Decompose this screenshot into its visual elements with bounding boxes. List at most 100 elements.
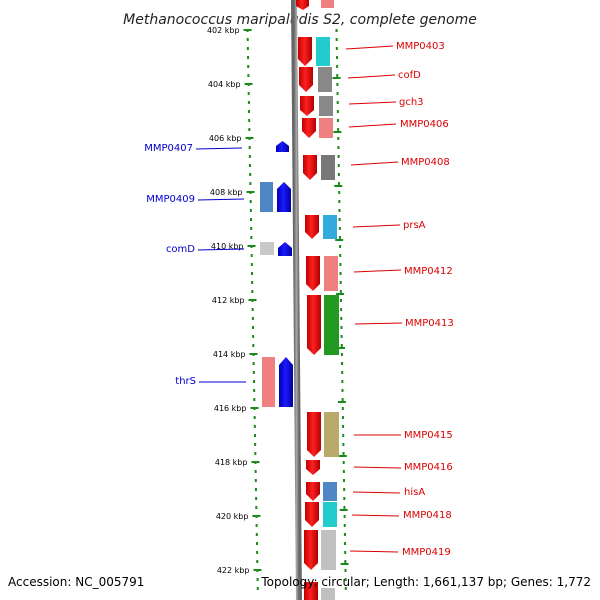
cog-box-bottom (321, 588, 335, 600)
gene-arrow-mmp0403[interactable] (298, 37, 312, 66)
gene-arrow-gch3[interactable] (300, 96, 314, 116)
right-minor-tick (336, 74, 339, 77)
gene-arrow-mmp0418[interactable] (305, 502, 319, 527)
right-minor-tick (341, 371, 344, 374)
right-minor-tick (339, 263, 342, 266)
right-minor-tick (337, 128, 340, 131)
label-hisa[interactable]: hisA (404, 487, 425, 498)
right-minor-tick (338, 218, 341, 221)
label-mmp0409[interactable]: MMP0409 (146, 194, 195, 205)
ruler-minor-tick (254, 452, 257, 455)
ruler-label: 418 kbp (215, 458, 248, 467)
ruler-minor-tick (253, 425, 256, 428)
ruler-minor-tick (250, 227, 253, 230)
ruler-minor-tick (251, 272, 254, 275)
ruler-minor-tick (252, 362, 255, 365)
cog-box-mmp0415 (324, 412, 339, 457)
label-mmp0407[interactable]: MMP0407 (144, 143, 193, 154)
right-minor-tick (338, 200, 341, 203)
right-minor-tick (336, 110, 339, 113)
gene-arrow-mmp0419[interactable] (304, 530, 318, 570)
gene-arrow-mmp0416[interactable] (306, 460, 320, 475)
ruler-label: 422 kbp (217, 566, 250, 575)
cog-box-mmp0409 (260, 182, 273, 212)
label-mmp0412[interactable]: MMP0412 (404, 266, 453, 277)
label-comd[interactable]: comD (166, 244, 195, 255)
leader-mmp0419 (349, 550, 399, 553)
label-mmp0406[interactable]: MMP0406 (400, 119, 449, 130)
right-minor-tick (343, 524, 346, 527)
right-minor-tick (341, 362, 344, 365)
label-thrs[interactable]: thrS (175, 376, 196, 387)
forward-labels: MMP0403 cofD gch3 MMP0406 MMP0408 prsA M… (345, 41, 454, 558)
cog-box-mmp0418 (323, 502, 337, 527)
leader-mmp0413 (354, 322, 403, 325)
right-minor-tick (342, 461, 345, 464)
label-mmp0418[interactable]: MMP0418 (403, 510, 452, 521)
ruler-minor-tick (253, 398, 256, 401)
ruler-minor-tick (252, 380, 255, 383)
ruler-minor-tick (249, 173, 252, 176)
gene-arrow-thrs[interactable] (279, 357, 293, 407)
right-minor-tick (339, 272, 342, 275)
gene-arrow-mmp0415[interactable] (307, 412, 321, 457)
gene-arrow-mmp0408[interactable] (303, 155, 317, 180)
ruler-minor-tick (252, 371, 255, 374)
right-minor-tick (341, 407, 344, 410)
ruler-minor-tick (255, 533, 258, 536)
label-mmp0413[interactable]: MMP0413 (405, 318, 454, 329)
right-minor-tick (335, 38, 338, 41)
gene-arrow-mmp0413[interactable] (307, 295, 321, 355)
right-minor-tick (344, 551, 347, 554)
topology-text: Topology: circular; Length: 1,661,137 bp… (260, 575, 591, 589)
ruler-minor-tick (247, 65, 250, 68)
gene-arrow-mmp0409[interactable] (277, 182, 291, 212)
right-minor-tick (339, 290, 342, 293)
cog-box-comd (260, 242, 274, 255)
right-minor-tick (338, 182, 341, 185)
leader-mmp0408 (350, 161, 399, 166)
gene-arrow-mmp0407[interactable] (276, 141, 289, 152)
right-minor-tick (344, 569, 347, 572)
right-minor-tick (339, 281, 342, 284)
gene-arrow-bottom[interactable] (304, 582, 318, 600)
right-minor-tick (336, 92, 339, 95)
ruler-label: 414 kbp (213, 350, 246, 359)
right-minor-tick (337, 119, 339, 122)
gene-arrow-comd[interactable] (278, 242, 292, 256)
right-minor-tick (343, 515, 346, 518)
ruler-minor-tick (247, 101, 250, 104)
gene-arrow-cofd[interactable] (299, 67, 313, 92)
label-mmp0408[interactable]: MMP0408 (401, 157, 450, 168)
right-minor-tick (335, 56, 338, 59)
ruler-minor-tick (256, 551, 259, 554)
label-mmp0416[interactable]: MMP0416 (404, 462, 453, 473)
ruler-label: 410 kbp (211, 242, 244, 251)
right-minor-tick (335, 47, 338, 50)
ruler-minor-tick (246, 38, 249, 41)
leader-mmp0403 (345, 45, 394, 50)
right-minor-tick (336, 83, 339, 86)
ruler-minor-tick (254, 443, 257, 446)
leader-mmp0418 (351, 514, 400, 517)
ruler-minor-tick (256, 587, 259, 590)
label-mmp0419[interactable]: MMP0419 (402, 547, 451, 558)
right-minor-tick (342, 425, 345, 428)
ruler-minor-tick (255, 524, 258, 527)
right-minor-tick (341, 416, 344, 419)
label-mmp0403[interactable]: MMP0403 (396, 41, 445, 52)
cog-box-top (321, 0, 334, 8)
cog-box-mmp0419 (321, 530, 336, 570)
gene-arrow-hisa[interactable] (306, 482, 320, 501)
gene-arrow-mmp0406[interactable] (302, 118, 316, 138)
ruler-label: 420 kbp (216, 512, 249, 521)
gene-arrow-prsa[interactable] (305, 215, 319, 239)
right-minor-tick (340, 299, 342, 302)
cog-box-mmp0413 (324, 295, 339, 355)
label-cofd[interactable]: cofD (398, 70, 421, 81)
label-mmp0415[interactable]: MMP0415 (404, 430, 453, 441)
label-gch3[interactable]: gch3 (399, 97, 424, 108)
gene-arrow-top[interactable] (296, 0, 309, 10)
gene-arrow-mmp0412[interactable] (306, 256, 320, 291)
label-prsa[interactable]: prsA (403, 220, 426, 231)
